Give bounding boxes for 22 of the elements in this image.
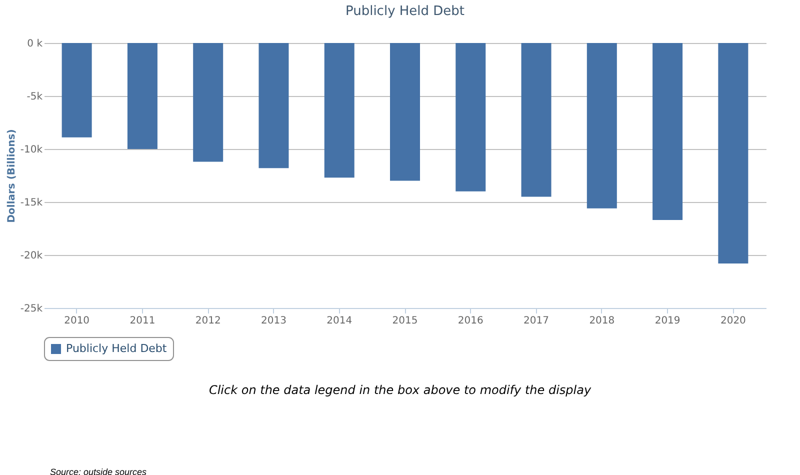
x-tick-label: 2020 (720, 316, 746, 326)
y-tick-label: -10k (20, 144, 43, 156)
y-tick-label: -25k (20, 304, 43, 314)
text: Click on the data legend in the box above to modify the display (208, 383, 592, 397)
x-tick-label: 2012 (195, 316, 221, 326)
x-tick-label: 2013 (261, 316, 286, 326)
y-tick-label: -15k (20, 198, 43, 208)
x-tick-label: 2011 (130, 316, 156, 326)
x-tick-label: 2014 (326, 316, 352, 326)
x-tick-label: 2015 (392, 316, 418, 326)
y-axis-title: Dollars (Billions) (6, 129, 18, 223)
x-tick-label: 2018 (589, 316, 615, 326)
chart-title: Publicly Held Debt (345, 4, 465, 19)
y-tick-label: 0 k (27, 38, 43, 50)
x-tick-label: 2017 (524, 316, 549, 326)
x-tick-label: 2016 (458, 316, 484, 326)
x-tick-label: 2010 (64, 316, 90, 326)
source-note: Source: outside sources (50, 467, 148, 475)
y-tick-label: -20k (20, 250, 43, 262)
legend-label: Publicly Held Debt (66, 342, 168, 355)
y-tick-label: -5k (26, 92, 43, 102)
x-tick-label: 2019 (654, 316, 680, 326)
